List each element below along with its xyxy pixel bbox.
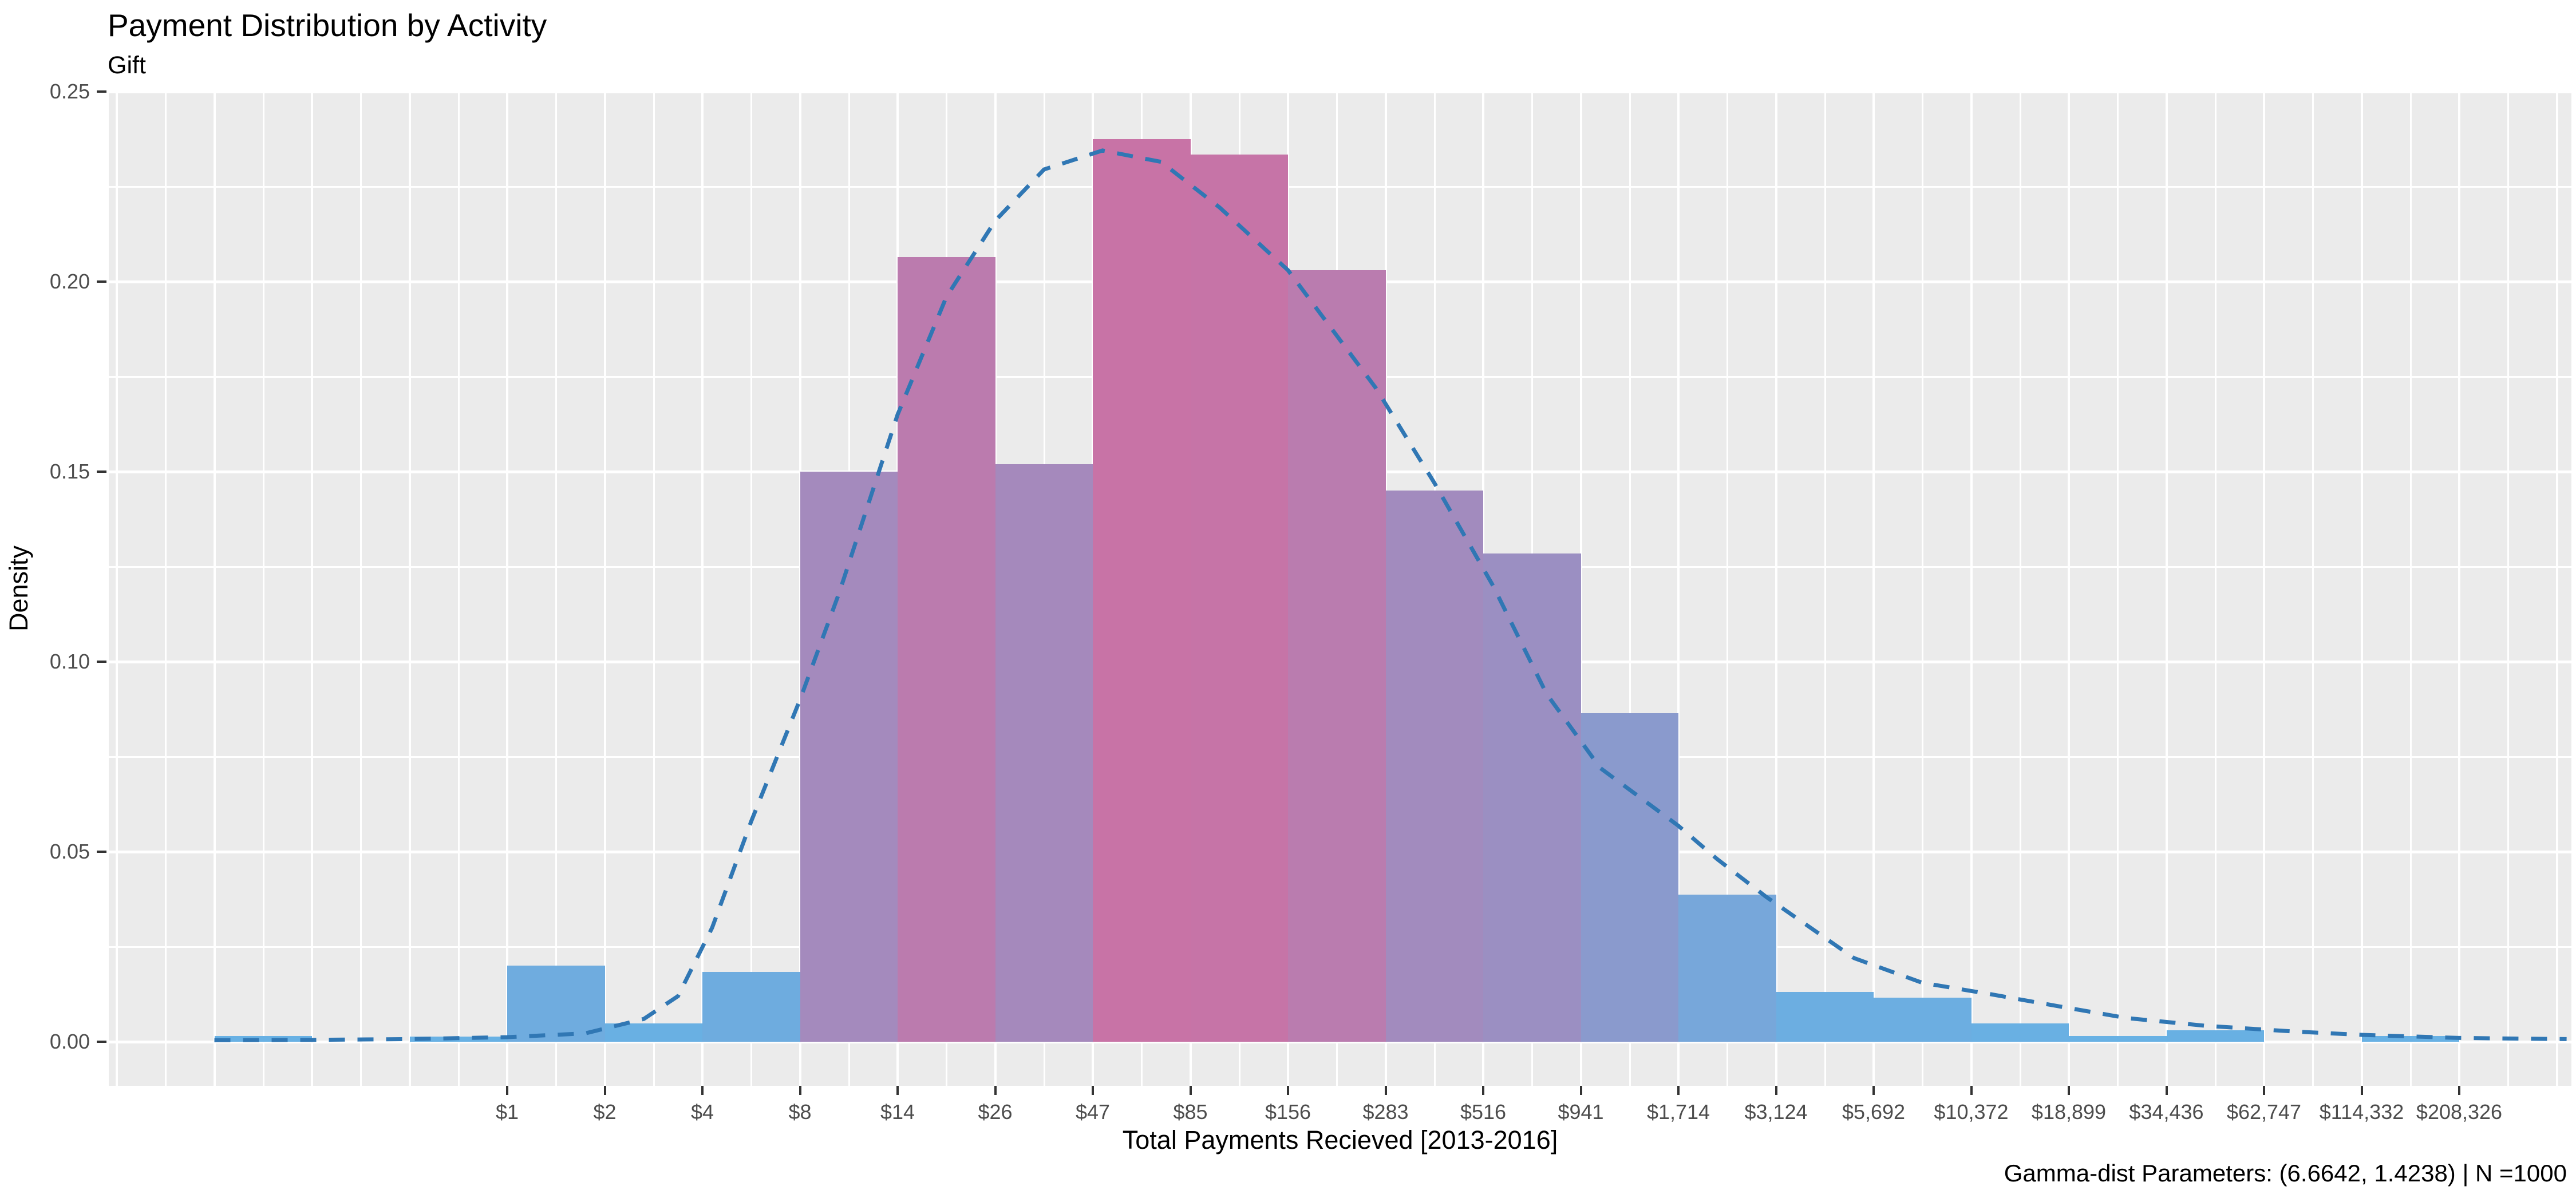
histogram-bar [2361,1036,2459,1042]
histogram-bar [507,966,605,1042]
histogram-bars-layer [109,92,2571,1086]
x-tick-mark [506,1086,508,1095]
y-tick-label: 0.15 [49,460,90,483]
x-tick-label: $18,899 [2031,1100,2107,1124]
x-tick-mark [2165,1086,2168,1095]
x-tick-label: $1 [495,1100,519,1124]
histogram-bar [1678,895,1776,1042]
histogram-bar [1483,553,1581,1042]
histogram-bar [1581,713,1678,1042]
y-tick-label: 0.05 [49,840,90,863]
x-tick-label: $34,436 [2129,1100,2204,1124]
x-tick-mark [2458,1086,2460,1095]
x-tick-label: $283 [1362,1100,1409,1124]
y-tick-mark [97,661,106,663]
chart-subtitle: Gift [108,52,146,79]
histogram-bar [702,972,800,1042]
y-tick-mark [97,851,106,853]
histogram-bar [995,464,1093,1042]
x-tick-mark [2263,1086,2265,1095]
x-tick-mark [1970,1086,1973,1095]
x-tick-label: $516 [1460,1100,1507,1124]
x-tick-mark [1482,1086,1484,1095]
histogram-bar [214,1036,312,1042]
x-tick-mark [2360,1086,2363,1095]
x-tick-mark [896,1086,899,1095]
histogram-bar [898,256,995,1042]
x-tick-label: $208,326 [2416,1100,2503,1124]
histogram-bar [800,472,898,1042]
chart-caption: Gamma-dist Parameters: (6.6642, 1.4238) … [2004,1160,2567,1187]
x-tick-label: $26 [978,1100,1013,1124]
x-tick-mark [1579,1086,1582,1095]
histogram-bar [1385,491,1483,1042]
y-tick-label: 0.20 [49,270,90,293]
y-tick-mark [97,1041,106,1043]
x-axis-title: Total Payments Recieved [2013-2016] [1122,1125,1558,1154]
x-tick-label: $47 [1075,1100,1111,1124]
x-tick-label: $4 [690,1100,714,1124]
x-tick-mark [2068,1086,2070,1095]
histogram-bar [1288,270,1386,1042]
x-tick-mark [1287,1086,1289,1095]
x-tick-label: $156 [1265,1100,1311,1124]
x-tick-mark [799,1086,801,1095]
gridline-v-major [116,92,118,1086]
x-tick-label: $3,124 [1744,1100,1808,1124]
histogram-bar [1776,992,1874,1042]
x-tick-mark [1189,1086,1192,1095]
x-tick-label: $10,372 [1934,1100,2009,1124]
histogram-bar [2069,1036,2167,1042]
x-tick-label: $2 [593,1100,617,1124]
histogram-bar [409,1036,507,1042]
histogram-bar [2166,1030,2264,1042]
x-tick-mark [994,1086,997,1095]
x-tick-mark [1092,1086,1094,1095]
y-tick-mark [97,280,106,283]
x-tick-label: $1,714 [1646,1100,1710,1124]
x-tick-label: $5,692 [1842,1100,1906,1124]
x-tick-mark [1872,1086,1875,1095]
gridline-h-major [109,90,2571,93]
gridline-v-minor [165,92,167,1086]
histogram-bar [1093,139,1191,1042]
histogram-bar [1874,997,1971,1042]
y-tick-mark [97,470,106,473]
histogram-bar [605,1023,702,1042]
y-tick-mark [97,90,106,93]
y-tick-label: 0.00 [49,1030,90,1053]
x-tick-mark [701,1086,704,1095]
histogram-bar [1190,154,1288,1042]
x-tick-label: $85 [1173,1100,1208,1124]
x-tick-mark [1384,1086,1387,1095]
histogram-bar [1971,1023,2069,1042]
x-tick-mark [603,1086,606,1095]
y-axis-title: Density [4,545,33,632]
chart-title: Payment Distribution by Activity [108,7,547,43]
x-tick-mark [1775,1086,1777,1095]
x-tick-label: $62,747 [2226,1100,2302,1124]
x-tick-label: $8 [788,1100,812,1124]
plot-panel [109,90,2571,1086]
x-tick-mark [1677,1086,1680,1095]
x-tick-label: $14 [880,1100,915,1124]
y-tick-label: 0.25 [49,80,90,103]
x-tick-label: $941 [1558,1100,1604,1124]
y-tick-label: 0.10 [49,650,90,673]
x-tick-label: $114,332 [2319,1100,2404,1124]
